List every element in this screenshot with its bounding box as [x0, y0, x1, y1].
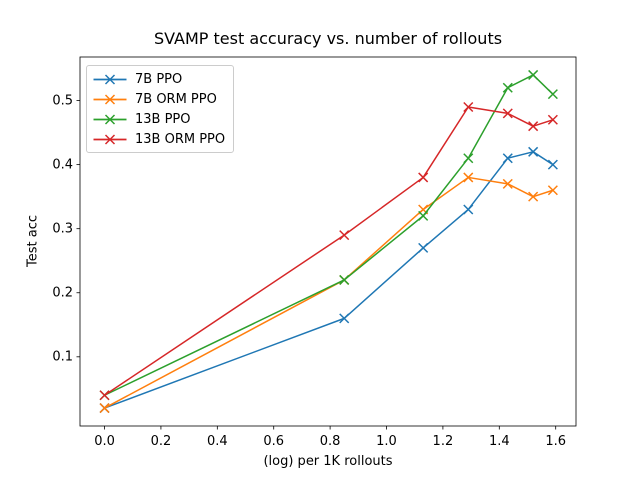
- x-tick-label: 0.0: [94, 434, 115, 449]
- legend-label: 7B PPO: [135, 71, 183, 87]
- legend-line-sample-icon: [93, 93, 127, 105]
- legend-item-7b-orm-ppo: 7B ORM PPO: [93, 89, 225, 109]
- series-markers-13b-orm-ppo: [99, 101, 558, 401]
- y-tick-label: 0.5: [52, 93, 73, 109]
- legend-label: 13B PPO: [135, 111, 191, 127]
- series-line-7b-ppo: [104, 151, 554, 409]
- legend-line-sample-icon: [93, 113, 127, 125]
- legend-label: 13B ORM PPO: [135, 131, 226, 147]
- x-marker-icon: [104, 113, 116, 125]
- chart-title: SVAMP test accuracy vs. number of rollou…: [153, 29, 503, 48]
- legend-line-sample-icon: [93, 133, 127, 145]
- series-markers-7b-orm-ppo: [99, 172, 558, 414]
- x-marker-icon: [104, 73, 116, 85]
- x-tick-label: 0.6: [263, 434, 285, 449]
- legend-item-13b-ppo: 13B PPO: [93, 109, 225, 129]
- x-marker-icon: [104, 133, 116, 145]
- series-markers-7b-ppo: [99, 146, 558, 414]
- x-tick-label: 1.0: [376, 434, 397, 449]
- y-tick-label: 0.2: [52, 285, 73, 301]
- axes-frame: [79, 56, 577, 427]
- legend: 7B PPO 7B ORM PPO 13B PPO 13B ORM PPO: [86, 65, 235, 153]
- legend-label: 7B ORM PPO: [135, 91, 217, 107]
- legend-item-13b-orm-ppo: 13B ORM PPO: [93, 129, 225, 149]
- series-line-7b-orm-ppo: [104, 176, 554, 409]
- x-tick-label: 1.6: [545, 434, 567, 449]
- x-tick-label: 0.2: [150, 434, 172, 449]
- y-tick-label: 0.1: [52, 349, 73, 365]
- x-axis-label: (log) per 1K rollouts: [263, 454, 393, 469]
- x-tick-label: 1.2: [432, 434, 454, 449]
- x-tick-label: 1.4: [488, 434, 510, 449]
- legend-line-sample-icon: [93, 73, 127, 85]
- y-tick-label: 0.3: [52, 221, 73, 237]
- x-tick-label: 0.8: [319, 434, 341, 449]
- x-tick-label: 0.4: [206, 434, 228, 449]
- y-tick-label: 0.4: [52, 157, 73, 173]
- legend-item-7b-ppo: 7B PPO: [93, 69, 225, 89]
- x-marker-icon: [104, 93, 116, 105]
